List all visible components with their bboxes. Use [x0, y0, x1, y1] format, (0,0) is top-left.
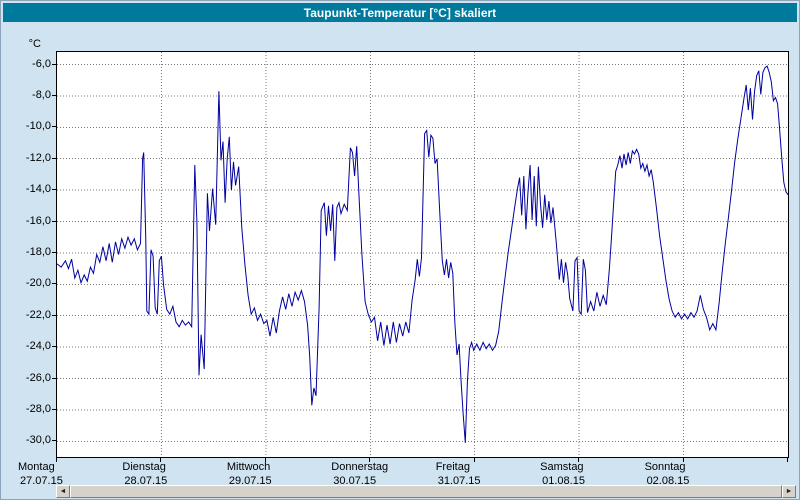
x-axis-date-label: 31.07.15: [437, 475, 481, 487]
y-axis-tick-label: -28,0: [25, 402, 51, 415]
y-axis-tickmark: [52, 314, 56, 316]
y-axis-tickmark: [52, 283, 56, 285]
scroll-right-icon: ►: [785, 488, 793, 495]
y-axis-tickmark: [52, 408, 56, 410]
scroll-right-button[interactable]: ►: [782, 485, 796, 498]
x-axis-tickmark: [787, 458, 788, 462]
scrollbar-track[interactable]: [70, 485, 782, 498]
y-axis-tickmark: [52, 189, 56, 191]
y-axis-tickmark: [52, 220, 56, 222]
x-axis-date-label: 02.08.15: [646, 475, 690, 487]
y-axis-tick-label: -8,0: [32, 88, 51, 101]
x-axis-date-label: 28.07.15: [124, 475, 168, 487]
x-axis-day-label: Freitag: [435, 461, 470, 473]
x-axis-tickmark: [473, 458, 475, 462]
x-axis-tickmark: [682, 458, 684, 462]
y-axis-tickmark: [52, 251, 56, 253]
h-scrollbar[interactable]: ◄ ►: [56, 485, 796, 498]
y-axis-tick-label: -16,0: [25, 214, 51, 227]
dewpoint-line: [57, 65, 788, 443]
x-axis-day-label: Montag: [18, 461, 55, 473]
window-title: Taupunkt-Temperatur [°C] skaliert: [303, 5, 497, 20]
y-axis-tick-label: -26,0: [25, 371, 51, 384]
x-axis-day-label: Sonntag: [644, 461, 686, 473]
plot-area: [56, 51, 789, 458]
y-axis-tick-label: -24,0: [25, 340, 51, 353]
y-axis-tick-label: -18,0: [25, 245, 51, 258]
dewpoint-chart: [57, 52, 788, 457]
x-axis-tickmark: [578, 458, 580, 462]
y-axis-tickmark: [52, 346, 56, 348]
x-axis-day-label: Donnerstag: [331, 461, 389, 473]
y-axis-tick-label: -12,0: [25, 151, 51, 164]
y-axis-tick-label: -20,0: [25, 277, 51, 290]
y-axis-tickmark: [52, 440, 56, 442]
x-axis-tickmark: [160, 458, 162, 462]
x-axis-date-label: 27.07.15: [20, 475, 63, 487]
y-axis-tickmark: [52, 126, 56, 128]
scroll-left-button[interactable]: ◄: [56, 485, 70, 498]
y-axis-unit-label: °C: [28, 38, 41, 50]
y-axis-tick-label: -22,0: [25, 308, 51, 321]
x-axis-day-label: Dienstag: [122, 461, 166, 473]
x-axis-date-label: 01.08.15: [542, 475, 585, 487]
y-axis-tick-label: -10,0: [25, 120, 51, 133]
y-axis-tick-label: -6,0: [32, 57, 51, 70]
y-axis-tick-label: -14,0: [25, 183, 51, 196]
x-axis-tickmark: [264, 458, 266, 462]
y-axis-tickmark: [52, 63, 56, 65]
window-titlebar[interactable]: Taupunkt-Temperatur [°C] skaliert: [3, 3, 797, 22]
x-axis-tickmark: [369, 458, 371, 462]
x-axis-day-label: Mittwoch: [226, 461, 271, 473]
y-axis-tickmark: [52, 157, 56, 159]
y-axis-tickmark: [52, 377, 56, 379]
y-axis-tick-label: -30,0: [25, 434, 51, 447]
x-axis-date-label: 29.07.15: [228, 475, 272, 487]
y-axis-tickmark: [52, 94, 56, 96]
x-axis-day-label: Samstag: [540, 461, 584, 473]
x-axis-date-label: 30.07.15: [333, 475, 377, 487]
scroll-left-icon: ◄: [59, 488, 67, 495]
scrollbar-thumb[interactable]: [70, 485, 782, 498]
x-axis-tickmark: [56, 458, 57, 462]
